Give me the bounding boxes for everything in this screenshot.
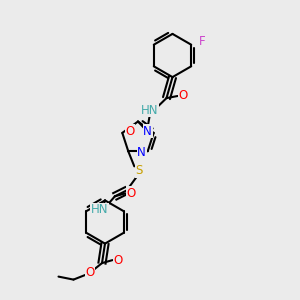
Text: N: N <box>137 146 146 159</box>
Text: F: F <box>198 35 205 48</box>
Text: O: O <box>127 187 136 200</box>
Text: N: N <box>143 125 152 138</box>
Text: O: O <box>125 125 134 138</box>
Text: HN: HN <box>141 103 159 117</box>
Text: O: O <box>114 254 123 267</box>
Text: S: S <box>135 164 142 177</box>
Text: O: O <box>85 266 94 279</box>
Text: HN: HN <box>91 203 109 216</box>
Text: O: O <box>178 88 188 102</box>
